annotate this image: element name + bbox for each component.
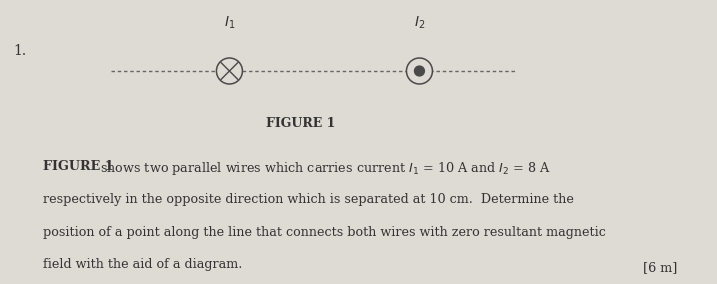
Text: $I_2$: $I_2$ [414,14,425,31]
Text: $I_1$: $I_1$ [224,14,235,31]
Ellipse shape [414,66,424,76]
Text: respectively in the opposite direction which is separated at 10 cm.  Determine t: respectively in the opposite direction w… [43,193,574,206]
Ellipse shape [217,58,242,84]
Text: [6 m]: [6 m] [643,261,678,274]
Text: field with the aid of a diagram.: field with the aid of a diagram. [43,258,242,272]
Text: shows two parallel wires which carries current $I_1$ = 10 A and $I_2$ = 8 A: shows two parallel wires which carries c… [95,160,550,178]
Ellipse shape [407,58,432,84]
Text: position of a point along the line that connects both wires with zero resultant : position of a point along the line that … [43,226,606,239]
Text: FIGURE 1: FIGURE 1 [43,160,114,174]
Text: 1.: 1. [13,44,26,58]
Text: FIGURE 1: FIGURE 1 [267,117,336,130]
